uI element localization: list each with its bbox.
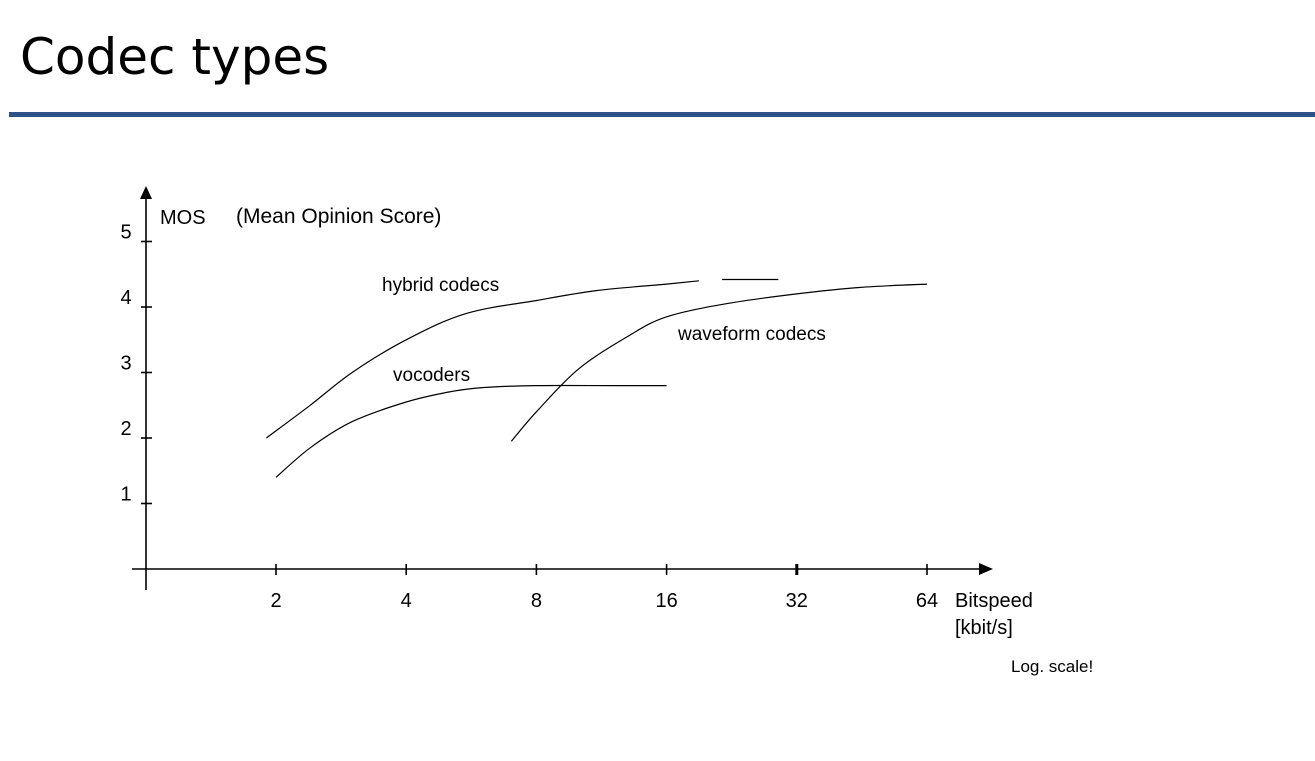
series-line-waveform-codecs	[510, 283, 928, 442]
y-tick-label-3: 3	[120, 353, 131, 375]
series-label-hybrid-codecs: hybrid codecs	[382, 275, 499, 296]
x-axis-label: Bitspeed	[955, 590, 1033, 612]
series-line-vocoders	[275, 384, 667, 478]
chart-series: hybrid codecs vocoders waveform codecs	[266, 275, 928, 478]
y-tick-label-4: 4	[120, 287, 131, 309]
title-divider	[9, 112, 1315, 117]
y-axis-label: MOS	[160, 207, 206, 229]
series-label-waveform-codecs: waveform codecs	[677, 324, 826, 345]
x-axis-ticks: 2 4 8 16 32 64	[270, 564, 938, 612]
log-scale-note: Log. scale!	[1011, 657, 1093, 676]
x-tick-label-4: 4	[401, 590, 412, 612]
x-axis-arrowhead	[979, 563, 993, 575]
x-tick-label-16: 16	[655, 590, 677, 612]
chart-axes	[132, 186, 993, 590]
y-tick-label-5: 5	[120, 222, 131, 244]
x-tick-label-64: 64	[916, 590, 938, 612]
y-axis-ticks: 1 2 3 4 5	[120, 222, 152, 506]
slide-title: Codec types	[20, 28, 330, 86]
series-line-hybrid-codecs	[266, 280, 699, 439]
y-axis-arrowhead	[140, 186, 152, 199]
x-tick-label-2: 2	[270, 590, 281, 612]
x-tick-label-32: 32	[786, 590, 808, 612]
x-tick-label-8: 8	[531, 590, 542, 612]
y-axis-label-note: (Mean Opinion Score)	[236, 205, 441, 228]
x-axis-unit: [kbit/s]	[955, 617, 1013, 639]
y-tick-label-1: 1	[120, 484, 131, 506]
series-label-vocoders: vocoders	[393, 365, 470, 386]
y-tick-label-2: 2	[120, 418, 131, 440]
